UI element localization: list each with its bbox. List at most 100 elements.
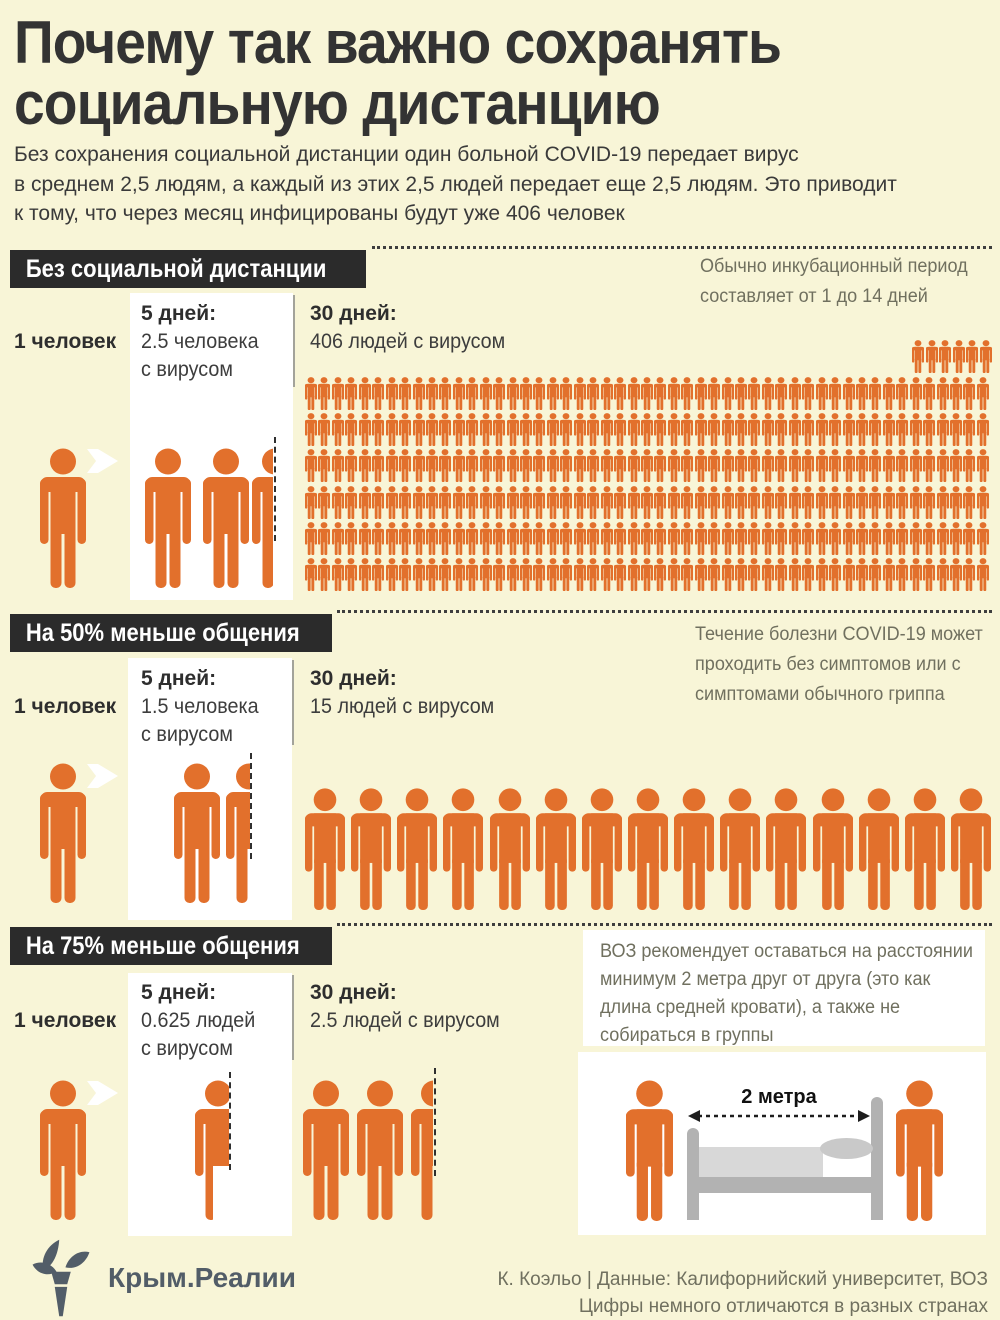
person-icon <box>842 485 855 519</box>
person-icon <box>479 413 492 447</box>
person-icon <box>345 485 358 519</box>
note-line: Обычно инкубационный период <box>700 256 968 277</box>
person-icon <box>896 558 909 591</box>
person-icon <box>882 377 895 410</box>
person-icon <box>842 558 855 591</box>
person-icon <box>546 558 559 591</box>
person-icon <box>667 449 680 483</box>
person-icon <box>802 521 815 555</box>
person-icon <box>761 521 774 555</box>
crowd-row <box>305 449 993 485</box>
person-icon <box>748 413 761 447</box>
person-icon <box>252 448 273 588</box>
bed-mattress <box>699 1147 823 1177</box>
person-icon <box>976 521 989 555</box>
person-icon <box>721 521 734 555</box>
note-line: проходить без симптомов или с <box>695 654 961 675</box>
person-icon <box>318 413 331 447</box>
person-icon <box>936 413 949 447</box>
person-icon <box>976 413 989 447</box>
person-icon <box>520 521 532 555</box>
section3-day30-stats: 30 дней: 2.5 людей с вирусом <box>310 979 512 1035</box>
person-icon <box>358 377 371 410</box>
person-icon <box>425 558 438 591</box>
person-icon <box>748 521 761 555</box>
person-icon <box>802 558 815 591</box>
person-icon <box>775 558 788 591</box>
person-icon <box>535 788 576 910</box>
person-icon <box>466 485 479 519</box>
person-icon <box>963 558 976 591</box>
person-icon <box>923 413 936 447</box>
person-icon <box>979 340 992 373</box>
person-icon <box>788 449 801 483</box>
person-icon <box>640 449 653 483</box>
person-icon <box>305 377 317 410</box>
person-icon <box>506 377 519 410</box>
person-icon <box>842 521 855 555</box>
person-icon <box>909 485 922 519</box>
person-icon <box>372 413 385 447</box>
person-icon <box>896 485 909 519</box>
person-icon <box>358 449 371 483</box>
person-icon <box>815 413 828 447</box>
person-icon <box>882 413 895 447</box>
section2-day30-stats: 30 дней: 15 людей с вирусом <box>310 665 506 721</box>
person-icon <box>640 521 653 555</box>
note-line: длина средней кровати), а также не <box>600 997 901 1018</box>
person-icon <box>466 449 479 483</box>
person-icon <box>587 377 600 410</box>
person-icon <box>466 377 479 410</box>
person-icon <box>573 558 586 591</box>
person-icon <box>882 449 895 483</box>
person-icon <box>358 413 371 447</box>
arrow-icon <box>87 764 118 788</box>
person-icon <box>627 788 668 910</box>
arrow-icon <box>87 449 118 473</box>
person-icon <box>546 521 559 555</box>
person-icon <box>614 558 627 591</box>
person-icon <box>560 413 573 447</box>
person-icon <box>452 449 465 483</box>
person-icon <box>775 413 788 447</box>
section2-day5-stats: 5 дней: 1.5 человека с вирусом <box>141 665 266 749</box>
person-icon <box>600 377 613 410</box>
fraction-cut-line <box>229 1072 231 1170</box>
person-icon <box>439 521 452 555</box>
note-line: минимум 2 метра друг от друга (это как <box>600 969 931 990</box>
section-divider-dotted <box>372 246 992 249</box>
person-icon <box>533 558 546 591</box>
person-icon <box>372 558 385 591</box>
person-icon <box>721 485 734 519</box>
person-icon <box>318 449 331 483</box>
person-icon <box>681 413 694 447</box>
person-icon <box>976 377 989 410</box>
person-icon <box>681 485 694 519</box>
person-icon <box>425 377 438 410</box>
person-icon <box>600 485 613 519</box>
person-icon <box>466 413 479 447</box>
person-icon <box>950 413 962 447</box>
person-icon <box>345 521 358 555</box>
person-icon <box>506 413 519 447</box>
person-icon <box>829 558 842 591</box>
person-icon <box>735 558 747 591</box>
person-icon <box>720 788 761 910</box>
person-icon <box>385 413 398 447</box>
person-icon <box>399 558 412 591</box>
person-icon <box>882 521 895 555</box>
person-icon <box>896 377 909 410</box>
section3-header: На 75% меньше общения <box>10 927 332 965</box>
fraction-cut-line <box>434 1068 436 1176</box>
person-icon <box>533 377 546 410</box>
torch-logo-icon <box>22 1238 100 1318</box>
person-icon <box>452 558 465 591</box>
person-icon <box>909 558 922 591</box>
person-icon <box>412 449 425 483</box>
person-icon <box>815 485 828 519</box>
person-icon <box>855 558 868 591</box>
person-icon <box>976 558 989 591</box>
person-icon <box>936 449 949 483</box>
person-icon <box>614 521 627 555</box>
